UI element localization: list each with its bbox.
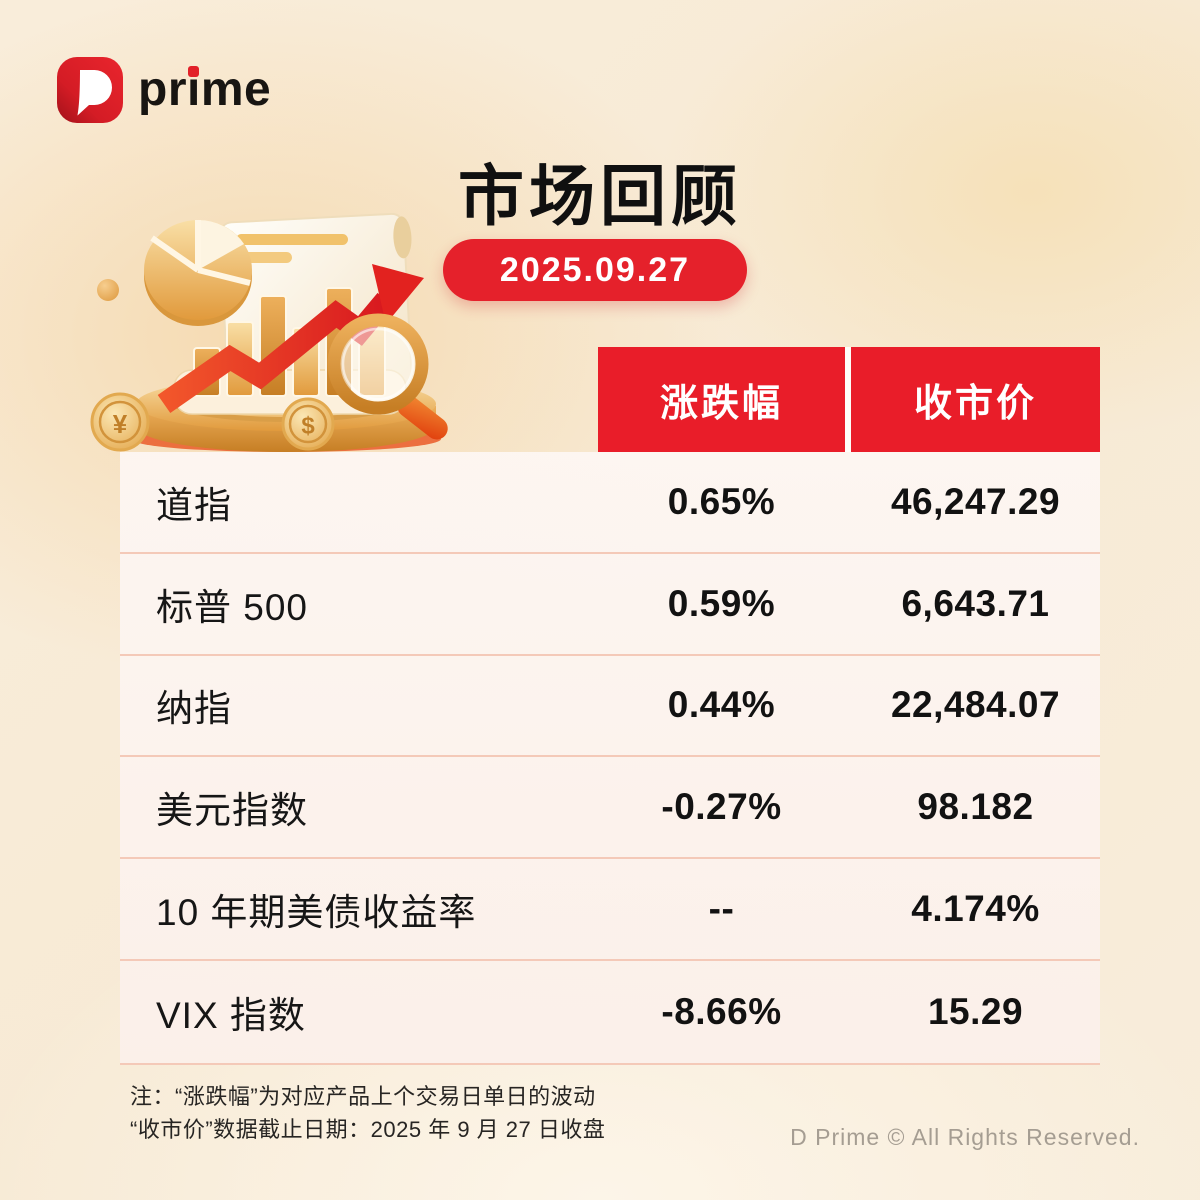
dollar-coin-icon: $ [281, 397, 335, 451]
row-label: 美元指数 [156, 790, 308, 832]
row-change: -- [708, 888, 735, 930]
magnifier-icon [327, 313, 448, 440]
row-change: 0.65% [667, 480, 776, 522]
sphere-decoration [97, 279, 119, 301]
row-close: 46,247.29 [890, 480, 1061, 522]
table-row: VIX 指数 -8.66% 15.29 [120, 961, 1100, 1063]
row-close: 4.174% [911, 888, 1040, 930]
row-label: 纳指 [156, 688, 232, 730]
row-close: 22,484.07 [890, 684, 1061, 726]
header-divider [845, 347, 851, 452]
row-label: VIX 指数 [156, 994, 306, 1036]
row-change: 0.44% [667, 684, 776, 726]
yen-coin-icon: ¥ [90, 392, 150, 452]
copyright-text: D Prime © All Rights Reserved. [790, 1124, 1140, 1150]
row-change: -8.66% [661, 990, 782, 1032]
table-row: 10 年期美债收益率 -- 4.174% [120, 859, 1100, 961]
row-close: 98.182 [917, 786, 1034, 828]
row-label: 10 年期美债收益率 [156, 892, 477, 934]
row-close: 15.29 [927, 990, 1024, 1032]
page-title: 市场回顾 [458, 159, 742, 233]
col-header-change: 涨跌幅 [598, 347, 845, 452]
brand-logo: prime [57, 57, 271, 123]
text-line-decoration [236, 234, 348, 245]
table-row: 标普 500 0.59% 6,643.71 [120, 554, 1100, 656]
row-label: 标普 500 [156, 586, 309, 628]
market-table: 道指 0.65% 46,247.29 标普 500 0.59% 6,643.71… [120, 452, 1100, 1065]
col-header-close: 收市价 [851, 347, 1100, 452]
brand-wordmark: prime [138, 66, 271, 114]
i-dot-accent [188, 66, 199, 77]
row-label: 道指 [156, 484, 232, 526]
d-logo-icon [57, 57, 123, 123]
table-row: 道指 0.65% 46,247.29 [120, 452, 1100, 554]
footnote-line-2: “收市价”数据截止日期：2025 年 9 月 27 日收盘 [130, 1117, 606, 1142]
svg-text:$: $ [301, 413, 315, 440]
table-row: 美元指数 -0.27% 98.182 [120, 757, 1100, 860]
market-3d-illustration: ¥ $ [90, 212, 448, 452]
row-close: 6,643.71 [901, 582, 1050, 624]
table-row: 纳指 0.44% 22,484.07 [120, 656, 1100, 758]
brand-wordmark-text: prime [138, 63, 272, 116]
date-badge: 2025.09.27 [443, 239, 747, 301]
pie-chart-icon [144, 220, 252, 326]
footnotes: 注：“涨跌幅”为对应产品上个交易日单日的波动 “收市价”数据截止日期：2025 … [130, 1080, 605, 1146]
row-change: -0.27% [661, 786, 782, 828]
row-change: 0.59% [667, 582, 776, 624]
svg-text:¥: ¥ [113, 409, 128, 439]
footnote-line-1: 注：“涨跌幅”为对应产品上个交易日单日的波动 [130, 1084, 596, 1109]
